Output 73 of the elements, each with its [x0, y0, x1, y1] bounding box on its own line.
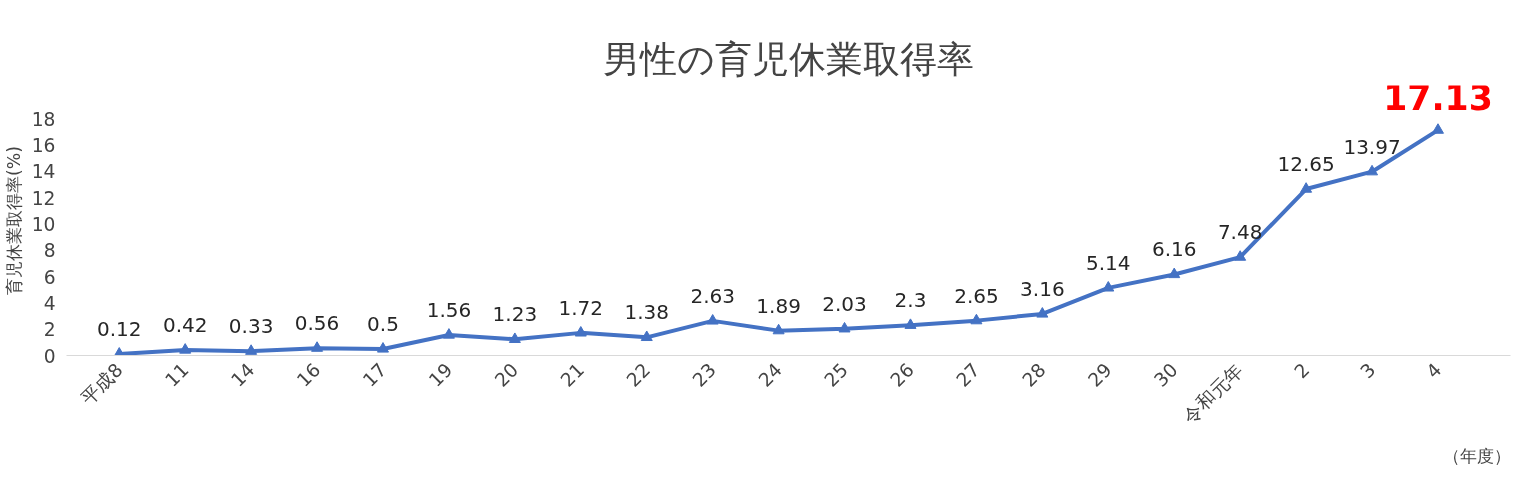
data-label: 0.56	[294, 311, 340, 336]
x-tick-label: 30	[1150, 359, 1182, 391]
data-label: 0.42	[162, 312, 208, 337]
data-label: 1.23	[492, 302, 538, 327]
x-tick-label: 29	[1084, 359, 1116, 391]
point	[1102, 281, 1115, 292]
point	[1234, 250, 1247, 261]
point	[640, 330, 653, 342]
x-tick-label: 25	[820, 359, 852, 391]
data-label: 12.65	[1277, 152, 1335, 177]
x-tick-label: 11	[160, 359, 193, 391]
data-label: 2.65	[954, 283, 999, 308]
data-label: 3.16	[1020, 276, 1065, 301]
x-tick-label: 20	[490, 359, 523, 391]
y-tick-label: 4	[43, 292, 56, 314]
point	[574, 326, 587, 337]
data-label: 1.89	[756, 293, 801, 318]
data-label: 6.16	[1151, 237, 1197, 262]
x-tick-label: 22	[622, 359, 655, 391]
x-tick-label: 16	[292, 359, 325, 391]
y-tick-label: 2	[43, 319, 56, 341]
x-tick-label: 令和元年	[1179, 359, 1248, 428]
y-tick-label: 18	[31, 108, 56, 130]
data-label: 1.56	[426, 297, 472, 322]
y-axis-title: 育児休業取得率(%)	[3, 145, 24, 295]
x-tick-label: 27	[952, 359, 984, 391]
point	[245, 344, 258, 355]
x-tick-label: 23	[688, 359, 721, 391]
point	[706, 314, 719, 325]
y-tick-label: 8	[43, 240, 56, 262]
x-tick-label: 平成8	[76, 359, 127, 410]
point	[1366, 164, 1379, 176]
chart-title: 男性の育児休業取得率	[603, 36, 974, 81]
data-label: 2.03	[822, 291, 867, 316]
point	[838, 321, 851, 333]
x-tick-label: 4	[1422, 359, 1446, 383]
x-tick-label: 17	[358, 359, 391, 391]
data-label: 0.33	[228, 314, 274, 339]
data-label: 1.38	[624, 300, 669, 325]
x-tick-label: 3	[1356, 359, 1380, 383]
x-tick-label: 19	[424, 359, 457, 391]
data-label: 0.12	[96, 316, 142, 341]
data-label: 1.72	[558, 295, 604, 320]
point	[1036, 307, 1049, 318]
point	[904, 318, 917, 329]
x-tick-label: 28	[1018, 359, 1050, 391]
data-label: 5.14	[1086, 250, 1131, 275]
x-axis-title: （年度）	[1442, 445, 1511, 466]
point	[1168, 267, 1181, 279]
point	[508, 332, 521, 343]
point	[442, 328, 455, 339]
y-tick-label: 0	[43, 345, 56, 367]
point	[311, 341, 324, 352]
y-tick-label: 16	[31, 134, 56, 156]
data-label: 0.5	[367, 311, 399, 336]
point	[970, 313, 983, 325]
data-label: 13.97	[1343, 134, 1401, 159]
y-tick-label: 6	[43, 266, 56, 288]
x-tick-label: 26	[886, 359, 918, 391]
point	[376, 342, 389, 353]
point	[1300, 182, 1313, 193]
point	[772, 323, 785, 335]
y-tick-label: 14	[31, 161, 56, 183]
point	[179, 343, 192, 354]
x-tick-label: 14	[226, 359, 259, 391]
data-label: 2.3	[894, 288, 927, 313]
y-tick-label: 10	[31, 213, 56, 235]
x-tick-label: 21	[556, 359, 589, 391]
data-label: 2.63	[690, 283, 735, 308]
x-tick-label: 2	[1290, 359, 1314, 383]
data-label: 7.48	[1217, 220, 1263, 245]
y-tick-label: 12	[31, 187, 56, 209]
x-tick-label: 24	[754, 359, 787, 391]
